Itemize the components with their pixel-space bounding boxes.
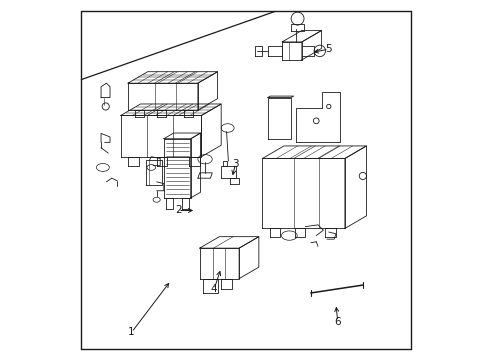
Text: 5: 5 — [325, 44, 331, 54]
Text: 3: 3 — [232, 159, 238, 169]
Text: 4: 4 — [210, 284, 217, 294]
Text: 6: 6 — [334, 317, 340, 327]
Text: 1: 1 — [128, 327, 135, 337]
Text: 2: 2 — [175, 206, 181, 216]
